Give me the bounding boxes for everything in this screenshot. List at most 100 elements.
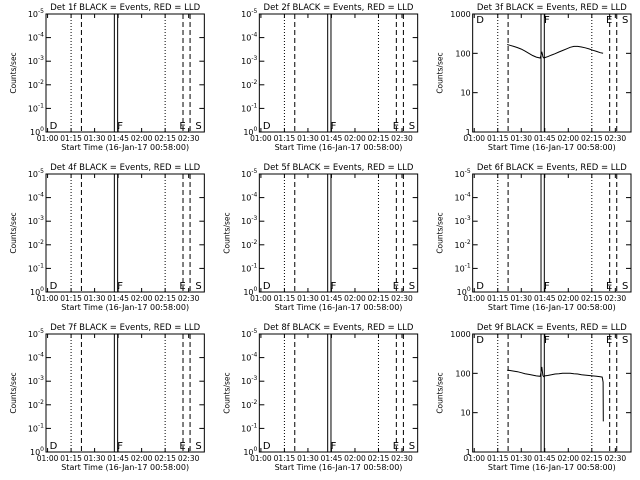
x-tick-label: 01:45 <box>107 134 129 143</box>
y-tick-label: 10-2 <box>28 239 44 250</box>
marker-e: E <box>606 281 612 292</box>
plot-frame <box>258 13 419 133</box>
x-tick-label: 02:15 <box>154 134 176 143</box>
x-tick-label: 02:00 <box>344 294 366 303</box>
x-tick-label: 01:00 <box>37 134 59 143</box>
y-axis-label: Counts/sec <box>9 212 18 253</box>
x-tick-label: 02:30 <box>605 134 627 143</box>
x-axis-label: Start Time (16-Jan-17 00:58:00) <box>61 463 189 472</box>
y-tick-label: 100 <box>455 49 470 58</box>
x-tick-label: 02:15 <box>581 454 603 463</box>
marker-s: S <box>409 441 415 452</box>
y-tick-label: 10 <box>460 409 470 418</box>
x-axis-label: Start Time (16-Jan-17 00:58:00) <box>61 303 189 312</box>
y-tick-label: 100 <box>243 286 257 297</box>
x-tick-label: 01:15 <box>274 294 296 303</box>
plot-frame <box>472 333 632 453</box>
x-tick-label: 01:45 <box>107 454 129 463</box>
x-tick-label: 02:00 <box>344 454 366 463</box>
x-tick-label: 02:00 <box>131 294 153 303</box>
marker-f: F <box>117 441 123 452</box>
x-tick-label: 02:00 <box>131 454 153 463</box>
marker-d: D <box>263 441 271 452</box>
plot-frame <box>472 173 632 293</box>
y-tick-label: 1000 <box>450 330 470 339</box>
panel-title: Det 8f BLACK = Events, RED = LLD <box>264 323 414 333</box>
marker-d: D <box>263 281 271 292</box>
panel-title: Det 4f BLACK = Events, RED = LLD <box>50 163 200 173</box>
plot-frame <box>45 13 205 133</box>
y-tick-label: 10-1 <box>241 422 257 433</box>
y-axis-label: Counts/sec <box>222 212 231 253</box>
x-tick-label: 01:00 <box>250 294 272 303</box>
marker-d: D <box>263 121 271 132</box>
x-tick-label: 02:30 <box>391 294 413 303</box>
y-tick-label: 10-5 <box>28 328 44 339</box>
x-tick-label: 02:15 <box>368 454 390 463</box>
x-tick-label: 01:00 <box>463 454 485 463</box>
y-tick-label: 10-3 <box>241 215 257 226</box>
marker-e: E <box>606 335 612 346</box>
marker-s: S <box>195 121 201 132</box>
y-tick-label: 10 <box>460 89 470 98</box>
y-axis-label: Counts/sec <box>436 52 445 93</box>
x-tick-label: 01:30 <box>84 134 106 143</box>
y-tick-label: 10-5 <box>241 8 257 19</box>
y-tick-label: 10-1 <box>241 262 257 273</box>
y-tick-label: 10-4 <box>28 192 44 203</box>
y-tick-label: 10-1 <box>454 262 470 273</box>
x-tick-label: 02:30 <box>605 454 627 463</box>
y-tick-label: 10-3 <box>241 55 257 66</box>
x-tick-label: 01:30 <box>510 454 532 463</box>
x-axis-label: Start Time (16-Jan-17 00:58:00) <box>488 143 616 152</box>
y-tick-label: 10-5 <box>454 168 470 179</box>
x-tick-label: 02:30 <box>391 134 413 143</box>
x-axis-label: Start Time (16-Jan-17 00:58:00) <box>275 303 403 312</box>
marker-e: E <box>393 121 399 132</box>
x-tick-label: 01:45 <box>321 294 343 303</box>
x-tick-label: 01:45 <box>534 294 556 303</box>
y-tick-label: 10-4 <box>241 32 257 43</box>
marker-f: F <box>331 441 337 452</box>
x-tick-label: 02:00 <box>557 454 579 463</box>
panel-title: Det 7f BLACK = Events, RED = LLD <box>50 323 200 333</box>
marker-e: E <box>179 121 185 132</box>
y-tick-label: 10-1 <box>28 262 44 273</box>
marker-f: F <box>117 281 123 292</box>
x-tick-label: 01:30 <box>84 454 106 463</box>
x-tick-label: 01:30 <box>297 454 319 463</box>
x-tick-label: 02:30 <box>178 134 200 143</box>
y-tick-label: 10-3 <box>454 215 470 226</box>
x-axis-label: Start Time (16-Jan-17 00:58:00) <box>275 143 403 152</box>
y-tick-label: 10-1 <box>241 102 257 113</box>
x-tick-label: 02:00 <box>131 134 153 143</box>
y-tick-label: 1000 <box>450 10 470 19</box>
x-tick-label: 01:30 <box>297 294 319 303</box>
y-tick-label: 100 <box>243 446 257 457</box>
x-tick-label: 01:00 <box>463 134 485 143</box>
marker-f: F <box>544 335 550 346</box>
marker-d: D <box>50 441 58 452</box>
x-tick-label: 01:30 <box>297 134 319 143</box>
y-tick-label: 10-5 <box>28 8 44 19</box>
y-tick-label: 10-2 <box>241 79 257 90</box>
x-axis-label: Start Time (16-Jan-17 00:58:00) <box>275 463 403 472</box>
x-tick-label: 01:45 <box>107 294 129 303</box>
y-tick-label: 10-4 <box>28 352 44 363</box>
y-axis-label: Counts/sec <box>9 372 18 413</box>
x-tick-label: 02:15 <box>368 134 390 143</box>
marker-s: S <box>622 335 628 346</box>
plot-frame <box>258 333 419 453</box>
x-tick-label: 01:30 <box>84 294 106 303</box>
x-tick-label: 01:45 <box>534 134 556 143</box>
x-tick-label: 01:15 <box>487 134 509 143</box>
y-tick-label: 10-5 <box>28 168 44 179</box>
y-tick-label: 100 <box>30 446 44 457</box>
y-axis-label: Counts/sec <box>9 52 18 93</box>
marker-s: S <box>622 281 628 292</box>
